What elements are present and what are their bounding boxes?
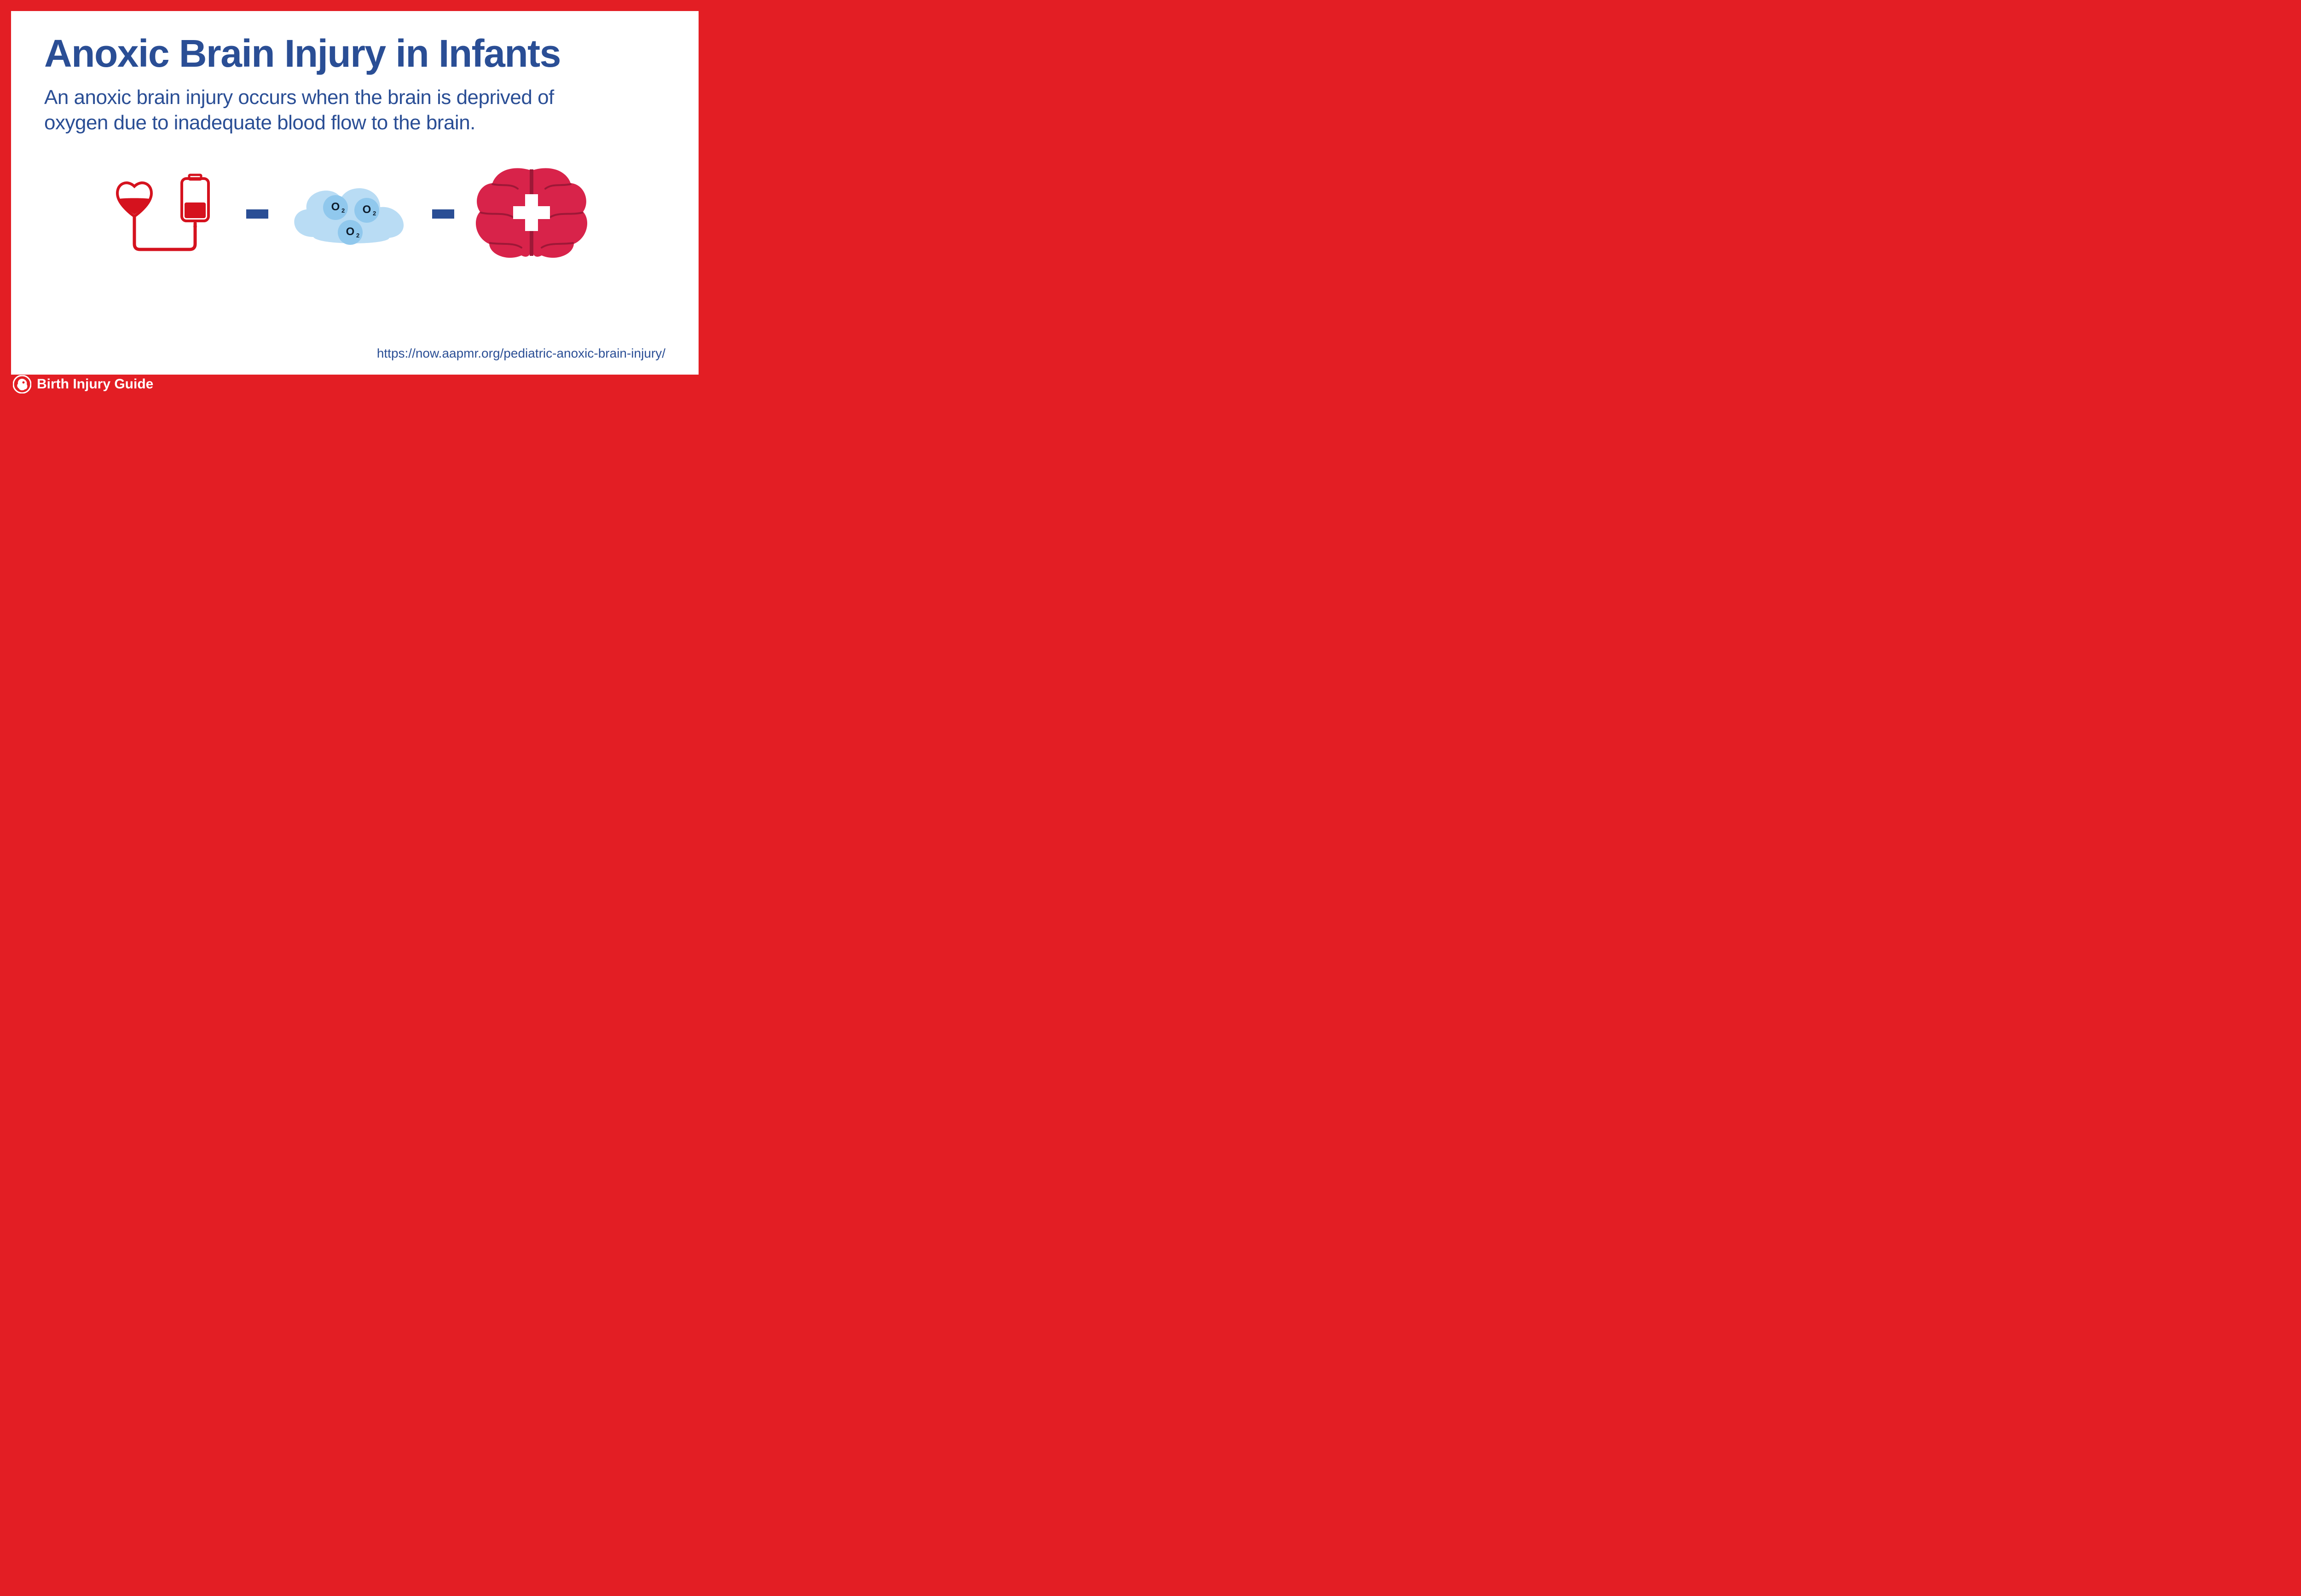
svg-text:O: O [346,226,355,238]
footer-brand: Birth Injury Guide [13,375,153,393]
infographic-panel: Anoxic Brain Injury in Infants An anoxic… [11,11,699,375]
svg-text:O: O [331,201,340,213]
brain-medical-icon [467,161,596,267]
minus-icon [246,209,268,219]
footer-brand-text: Birth Injury Guide [37,376,153,392]
equation-row: O 2 O 2 O 2 [44,161,665,267]
svg-text:2: 2 [373,210,376,217]
svg-text:O: O [363,203,371,216]
svg-text:2: 2 [341,207,345,214]
oxygen-cloud-icon: O 2 O 2 O 2 [281,168,419,260]
svg-text:2: 2 [356,232,359,239]
source-url: https://now.aapmr.org/pediatric-anoxic-b… [377,346,665,361]
title-heading: Anoxic Brain Injury in Infants [44,33,665,74]
brand-logo-icon [13,375,31,393]
subtitle-text: An anoxic brain injury occurs when the b… [44,85,596,135]
blood-transfusion-icon [114,170,233,258]
minus-icon [432,209,454,219]
